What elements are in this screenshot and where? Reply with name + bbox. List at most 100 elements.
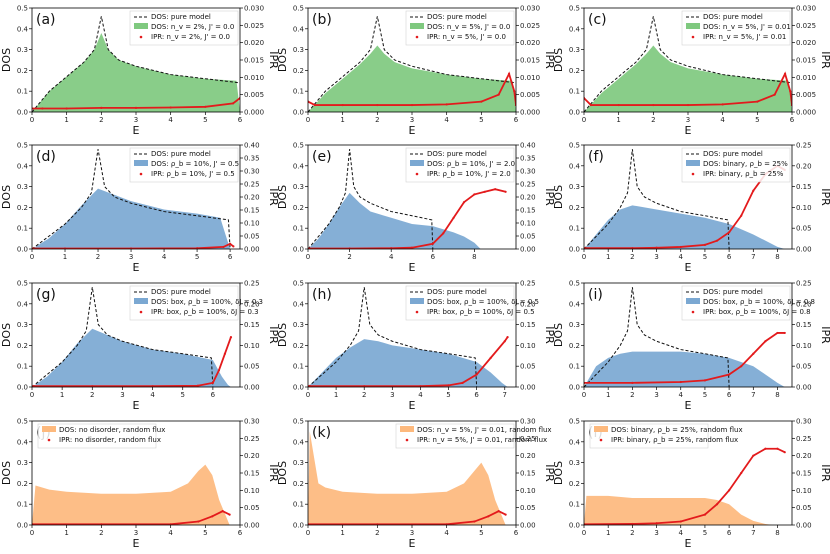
x-tick-label: 0: [30, 391, 34, 399]
y-axis-label: DOS: [552, 48, 565, 72]
legend-patch-swatch: [410, 160, 424, 166]
ipr-point: [447, 384, 450, 387]
ipr-point: [100, 523, 103, 525]
plot-area: [584, 16, 792, 112]
legend-dot-swatch: [47, 438, 51, 442]
y2-tick-label: 0.05: [796, 504, 812, 512]
ipr-point: [655, 246, 658, 249]
ipr-point: [228, 513, 231, 516]
x-axis-label: E: [409, 537, 416, 550]
y2-tick-label: 0.010: [244, 74, 264, 82]
ipr-point: [390, 247, 393, 249]
panel-d: 0 1 2 3 4 5 6 0.0 0.1 0.2 0.3 0.4 0.5 0.00 0.05 0.10 0.1…: [0, 142, 280, 275]
x-axis-label: E: [685, 399, 692, 412]
ipr-point: [503, 340, 506, 343]
y2-tick-label: 0.10: [520, 342, 536, 350]
plot-area: [32, 287, 233, 387]
legend-entry: DOS: binary, ρ_b = 25%: [703, 160, 788, 168]
x-tick-label: 2: [630, 253, 634, 261]
y2-tick-label: 0.05: [796, 225, 812, 233]
y-axis-label: DOS: [0, 323, 13, 347]
plot-area: [308, 287, 509, 387]
legend-dot-swatch: [691, 310, 695, 314]
y2-tick-label: 0.30: [244, 418, 260, 426]
y-tick-label: 0.0: [17, 384, 28, 392]
x-tick-label: 0: [582, 253, 586, 261]
x-tick-label: 6: [727, 529, 732, 537]
ipr-point: [442, 232, 445, 235]
legend-entry: IPR: n_v = 5%, J' = 0.01: [703, 33, 786, 41]
y-tick-label: 0.5: [17, 142, 28, 150]
y2-tick-label: 0.000: [796, 109, 816, 117]
ipr-point: [473, 520, 476, 523]
x-tick-label: 3: [134, 116, 138, 124]
y-tick-label: 0.4: [17, 300, 29, 308]
panel-k: 0 1 2 3 4 5 6 0.0 0.1 0.2 0.3 0.4 0.5 0.00 0.05 0.10 0.1…: [276, 418, 556, 551]
legend-dot-swatch: [139, 310, 143, 314]
dos-disorder-area: [584, 495, 773, 525]
x-tick-label: 6: [431, 253, 436, 261]
x-tick-label: 2: [90, 391, 94, 399]
dos-pure-model-line: [32, 149, 231, 249]
ipr-point: [452, 216, 455, 219]
y-tick-label: 0.2: [569, 480, 580, 488]
ipr-point: [494, 188, 497, 191]
x-axis-label: E: [133, 124, 140, 137]
y-tick-label: 0.4: [293, 300, 305, 308]
y2-tick-label: 0.010: [796, 74, 816, 82]
dos-pure-model-line: [32, 287, 214, 387]
legend-entry: DOS: box, ρ_b = 100%, δJ = 0.8: [703, 298, 815, 306]
legend-entry: DOS: n_v = 5%, J' = 0.01, random flux: [417, 426, 552, 434]
legend-entry: IPR: n_v = 5%, J' = 0.0: [427, 33, 506, 41]
legend-entry: DOS: pure model: [703, 150, 763, 158]
ipr-point: [169, 523, 172, 525]
legend-box: [589, 423, 709, 449]
ipr-point: [129, 247, 133, 249]
ipr-point: [461, 381, 464, 384]
ipr-point: [217, 369, 220, 372]
x-tick-label: 5: [180, 391, 184, 399]
ipr-point: [783, 331, 786, 335]
y-tick-label: 0.3: [293, 183, 304, 191]
ipr-point: [445, 523, 448, 525]
ipr-point: [507, 72, 511, 75]
plot-area: [32, 464, 231, 525]
y2-axis-label: IPR: [267, 464, 280, 482]
x-tick-label: 2: [630, 529, 634, 537]
y2-tick-label: 0.10: [520, 487, 536, 495]
dos-disorder-area: [32, 328, 231, 387]
x-tick-label: 0: [306, 391, 310, 399]
ipr-point: [728, 373, 731, 376]
legend-dot-swatch: [415, 35, 419, 39]
panel-i: 0 1 2 3 4 5 6 7 8 0.0 0.1 0.2 0.3 0.4 0.5 0.00 0.05 0.10 0…: [552, 280, 830, 413]
panel-label: (k): [312, 425, 331, 441]
y2-tick-label: 0.20: [244, 452, 260, 460]
ipr-point: [169, 106, 172, 109]
y-tick-label: 0.5: [17, 418, 28, 426]
y2-tick-label: 0.00: [796, 384, 812, 392]
x-tick-label: 0: [30, 116, 34, 124]
y-axis-label: DOS: [552, 461, 565, 485]
plot-area: [308, 149, 507, 249]
plot-area: [584, 447, 786, 525]
ipr-point: [752, 189, 755, 192]
y2-tick-label: 0.15: [796, 321, 812, 329]
y2-tick-label: 0.05: [520, 233, 536, 241]
x-tick-label: 1: [340, 529, 344, 537]
dos-disorder-area: [584, 45, 792, 112]
y-tick-label: 0.0: [569, 384, 580, 392]
ipr-point: [222, 245, 225, 249]
ipr-point: [686, 103, 690, 107]
y-tick-label: 0.1: [293, 363, 304, 371]
y2-axis-label: IPR: [267, 188, 280, 206]
legend-entry: DOS: pure model: [703, 288, 763, 296]
ipr-point: [756, 100, 759, 103]
legend-entry: DOS: n_v = 2%, J' = 0.0: [151, 23, 234, 31]
y2-tick-label: 0.20: [244, 194, 260, 202]
axes-frame: [31, 282, 241, 388]
y-axis-label: DOS: [552, 185, 565, 209]
dos-pure-model-line: [32, 16, 240, 112]
y2-tick-label: 0.25: [244, 280, 260, 288]
ipr-point: [703, 243, 707, 246]
y-axis-label: DOS: [276, 185, 289, 209]
